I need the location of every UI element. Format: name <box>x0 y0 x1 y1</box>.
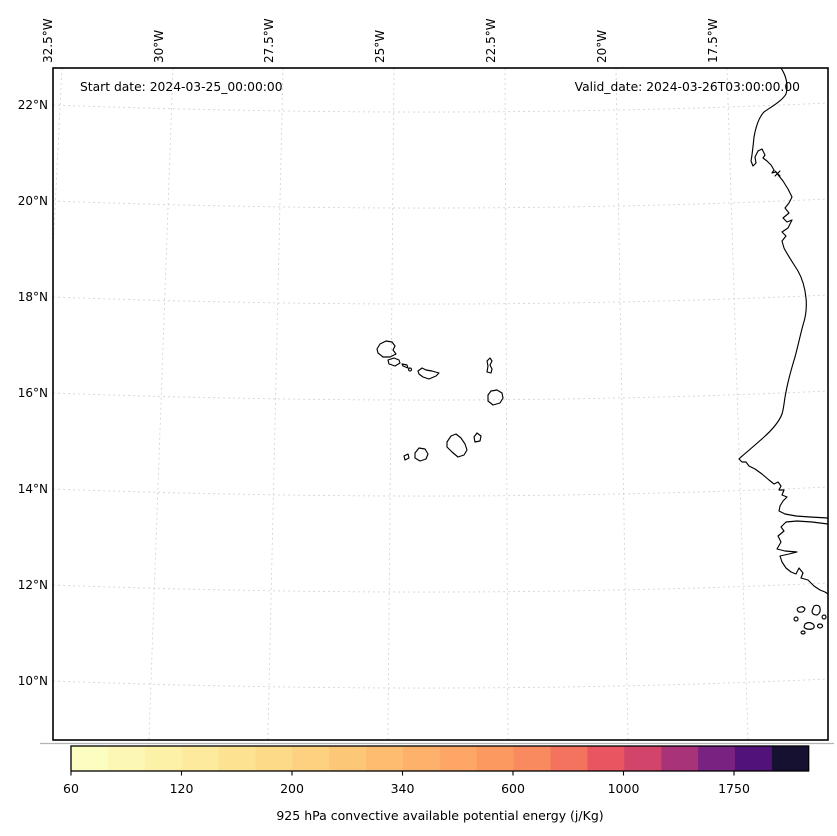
parallel-gridline <box>53 582 828 593</box>
parallel-gridline <box>53 678 828 689</box>
meridian-gridline <box>148 68 174 740</box>
top-axis-lon-label: 22.5°W <box>484 18 498 63</box>
colorbar-segment <box>144 746 182 771</box>
start-date-annotation: Start date: 2024-03-25_00:00:00 <box>80 80 283 94</box>
colorbar-segment <box>771 746 810 771</box>
graticule-gridlines <box>53 68 828 740</box>
parallel-gridline <box>53 102 828 113</box>
meridian-gridline <box>387 68 395 740</box>
cape-verde-islands <box>376 340 504 462</box>
parallel-gridline <box>53 390 828 401</box>
colorbar-segment <box>550 746 588 771</box>
small-island-mark-icon <box>774 170 781 177</box>
top-axis-lon-label: 30°W <box>152 29 166 63</box>
colorbar-ticks <box>70 771 735 776</box>
meridian-gridline <box>267 68 284 740</box>
left-axis-lat-label: 14°N <box>17 482 48 496</box>
colorbar-segment <box>366 746 404 771</box>
colorbar-segment <box>476 746 514 771</box>
colorbar-outline <box>70 745 810 772</box>
parallel-gridline <box>53 486 828 497</box>
colorbar-tick-label: 600 <box>501 781 525 796</box>
parallel-gridline <box>53 294 828 305</box>
meridian-gridline <box>615 68 629 740</box>
colorbar-segment <box>661 746 699 771</box>
meridian-gridline <box>726 68 749 740</box>
colorbar-tick-label: 200 <box>280 781 304 796</box>
colorbar-tick-label: 1750 <box>718 781 750 796</box>
meridian-gridline <box>504 68 509 740</box>
colorbar-segments <box>71 746 810 771</box>
colorbar-segment <box>71 746 109 771</box>
africa-coastline <box>738 68 828 519</box>
colorbar-tick-label: 1000 <box>607 781 640 796</box>
colorbar-segment <box>402 746 441 771</box>
colorbar-tick-label: 340 <box>390 781 415 796</box>
colorbar-segment <box>698 746 736 771</box>
left-axis-lat-label: 18°N <box>17 290 48 304</box>
colorbar-segment <box>587 746 625 771</box>
colorbar-segment <box>255 746 293 771</box>
colorbar-tick-label: 120 <box>169 781 194 796</box>
colorbar-segment <box>329 746 367 771</box>
colorbar-segment <box>107 746 146 771</box>
colorbar-axis-label: 925 hPa convective available potential e… <box>276 808 604 823</box>
map-frame <box>52 67 829 741</box>
parallel-gridline <box>53 198 828 209</box>
top-axis-lon-label: 27.5°W <box>262 18 276 63</box>
left-axis-lat-label: 22°N <box>17 98 48 112</box>
colorbar-tick-label: 60 <box>63 781 79 796</box>
valid-date-annotation: Valid_date: 2024-03-26T03:00:00.00 <box>574 80 800 94</box>
left-axis-lat-label: 12°N <box>17 578 48 592</box>
left-axis-lat-label: 20°N <box>17 194 48 208</box>
colorbar-segment <box>439 746 478 771</box>
colorbar-segment <box>292 746 330 771</box>
top-axis-lon-label: 20°W <box>595 29 609 63</box>
meridian-gridline <box>53 68 63 260</box>
left-axis-lat-label: 10°N <box>17 674 48 688</box>
top-axis-lon-label: 25°W <box>373 29 387 63</box>
colorbar-segment <box>734 746 773 771</box>
top-axis-lon-label: 17.5°W <box>706 18 720 63</box>
bijagos-islands <box>793 604 827 635</box>
africa-coastline-south <box>776 520 828 595</box>
left-axis-lat-label: 16°N <box>17 386 48 400</box>
colorbar-segment <box>218 746 256 771</box>
colorbar-segment <box>181 746 219 771</box>
colorbar-segment <box>624 746 662 771</box>
top-axis-lon-label: 32.5°W <box>41 18 55 63</box>
colorbar-segment <box>513 746 551 771</box>
